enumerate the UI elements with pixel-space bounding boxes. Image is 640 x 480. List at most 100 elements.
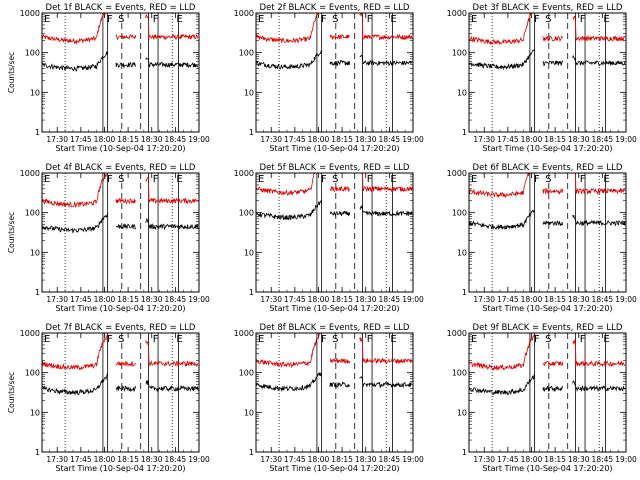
x-tick-label: 18:15 bbox=[331, 455, 353, 464]
time-marker-label: E bbox=[471, 14, 477, 25]
series-lld-line bbox=[42, 13, 199, 45]
x-tick-label: 17:45 bbox=[70, 455, 92, 464]
time-marker-label: F bbox=[367, 174, 373, 185]
y-tick-label: 1000 bbox=[234, 9, 254, 18]
time-marker-label: E bbox=[258, 334, 264, 345]
y-axis-label: Counts/sec bbox=[7, 212, 16, 253]
series-events-line bbox=[42, 51, 199, 72]
x-tick-label: 18:00 bbox=[308, 455, 330, 464]
time-marker-label: F bbox=[580, 14, 586, 25]
panel-title: Det 2f BLACK = Events, RED = LLD bbox=[260, 3, 410, 13]
y-tick-label: 100 bbox=[25, 209, 40, 218]
x-tick-label: 19:00 bbox=[615, 135, 637, 144]
y-tick-label: 1 bbox=[462, 448, 467, 457]
series-events-line bbox=[256, 372, 413, 392]
panel-title: Det 4f BLACK = Events, RED = LLD bbox=[46, 163, 196, 173]
time-marker-label: F bbox=[107, 174, 113, 185]
x-tick-label: 17:30 bbox=[46, 455, 68, 464]
x-tick-label: 17:30 bbox=[260, 135, 282, 144]
series-events-line bbox=[469, 374, 626, 396]
panel-title: Det 9f BLACK = Events, RED = LLD bbox=[473, 323, 623, 333]
y-tick-label: 1000 bbox=[20, 329, 40, 338]
time-marker-label: F bbox=[153, 174, 159, 185]
x-tick-label: 19:00 bbox=[615, 295, 637, 304]
x-tick-label: 17:45 bbox=[284, 295, 306, 304]
time-marker-label: S bbox=[118, 14, 124, 25]
y-tick-label: 1000 bbox=[20, 9, 40, 18]
detector-panel-5: Det 5f BLACK = Events, RED = LLD 1 10 100 10… bbox=[234, 163, 424, 313]
x-tick-label: 18:30 bbox=[355, 295, 377, 304]
x-tick-label: 18:00 bbox=[308, 135, 330, 144]
y-tick-label: 1 bbox=[35, 288, 40, 297]
y-tick-label: 10 bbox=[244, 88, 254, 97]
series-lld-line bbox=[256, 13, 413, 44]
x-tick-label: 18:00 bbox=[308, 295, 330, 304]
y-tick-label: 1 bbox=[249, 448, 254, 457]
panel-title: Det 5f BLACK = Events, RED = LLD bbox=[260, 163, 410, 173]
y-tick-label: 10 bbox=[244, 248, 254, 257]
x-tick-label: 18:15 bbox=[117, 295, 139, 304]
plot-frame bbox=[41, 332, 200, 453]
time-marker-label: E bbox=[44, 14, 50, 25]
y-tick-label: 100 bbox=[239, 209, 254, 218]
y-tick-label: 100 bbox=[239, 49, 254, 58]
time-marker-label: E bbox=[44, 334, 50, 345]
x-axis-label: Start Time (10-Sep-04 17:20:20) bbox=[55, 464, 185, 473]
x-tick-label: 18:00 bbox=[94, 295, 116, 304]
y-tick-label: 1 bbox=[35, 448, 40, 457]
y-tick-label: 10 bbox=[30, 248, 40, 257]
series-lld-line bbox=[256, 173, 413, 196]
time-marker-label: E bbox=[390, 174, 396, 185]
x-tick-label: 18:15 bbox=[544, 295, 566, 304]
y-tick-label: 10 bbox=[457, 88, 467, 97]
x-tick-label: 18:30 bbox=[568, 455, 590, 464]
detector-panel-3: Det 3f BLACK = Events, RED = LLD 1 10 100 10… bbox=[447, 3, 637, 153]
series-lld-line bbox=[469, 13, 626, 46]
y-tick-label: 1000 bbox=[20, 169, 40, 178]
time-marker-label: E bbox=[176, 14, 182, 25]
plot-frame bbox=[255, 172, 414, 293]
time-marker-label: E bbox=[603, 14, 609, 25]
detector-panel-9: Det 9f BLACK = Events, RED = LLD 1 10 100 10… bbox=[447, 323, 637, 473]
x-tick-label: 17:45 bbox=[497, 135, 519, 144]
x-tick-label: 17:30 bbox=[46, 295, 68, 304]
x-tick-label: 19:00 bbox=[188, 135, 210, 144]
time-marker-label: S bbox=[545, 334, 551, 345]
time-marker-label: E bbox=[176, 174, 182, 185]
x-axis-label: Start Time (10-Sep-04 17:20:20) bbox=[55, 144, 185, 153]
x-tick-label: 18:15 bbox=[331, 295, 353, 304]
time-marker-label: F bbox=[580, 334, 586, 345]
time-marker-label: F bbox=[534, 334, 540, 345]
y-tick-label: 1000 bbox=[234, 329, 254, 338]
time-marker-label: E bbox=[603, 334, 609, 345]
x-tick-label: 18:30 bbox=[355, 455, 377, 464]
series-lld-line bbox=[42, 173, 199, 208]
y-tick-label: 1000 bbox=[447, 329, 467, 338]
plot-frame bbox=[468, 172, 627, 293]
x-tick-label: 17:30 bbox=[473, 295, 495, 304]
time-marker-label: F bbox=[321, 174, 327, 185]
x-tick-label: 18:00 bbox=[521, 135, 543, 144]
time-marker-label: E bbox=[390, 14, 396, 25]
x-axis-label: Start Time (10-Sep-04 17:20:20) bbox=[269, 144, 399, 153]
time-marker-label: E bbox=[603, 174, 609, 185]
x-tick-label: 18:45 bbox=[379, 135, 401, 144]
time-marker-label: S bbox=[545, 174, 551, 185]
y-tick-label: 10 bbox=[244, 408, 254, 417]
time-marker-label: E bbox=[471, 334, 477, 345]
plot-frame bbox=[468, 12, 627, 133]
panel-title: Det 8f BLACK = Events, RED = LLD bbox=[260, 323, 410, 333]
series-events-line bbox=[469, 49, 626, 71]
panel-title: Det 1f BLACK = Events, RED = LLD bbox=[46, 3, 196, 13]
y-tick-label: 10 bbox=[30, 408, 40, 417]
x-tick-label: 18:15 bbox=[544, 455, 566, 464]
time-marker-label: S bbox=[332, 14, 338, 25]
panel-title: Det 7f BLACK = Events, RED = LLD bbox=[46, 323, 196, 333]
plot-frame bbox=[255, 332, 414, 453]
y-tick-label: 100 bbox=[452, 369, 467, 378]
x-tick-label: 17:45 bbox=[497, 295, 519, 304]
y-tick-label: 1 bbox=[249, 288, 254, 297]
x-tick-label: 18:30 bbox=[141, 135, 163, 144]
time-marker-label: S bbox=[545, 14, 551, 25]
